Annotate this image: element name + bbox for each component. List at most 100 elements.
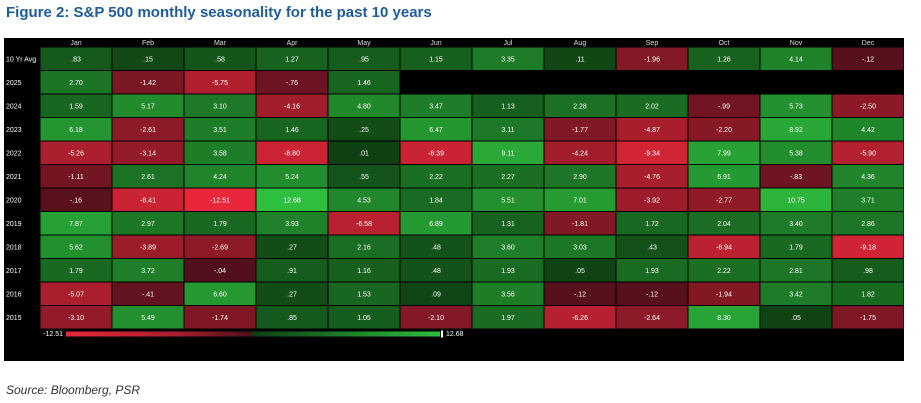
heatmap-cell <box>40 47 112 70</box>
heatmap-cell <box>40 212 112 235</box>
cell-value: -6.94 <box>716 244 732 251</box>
row-label: 2025 <box>6 80 22 87</box>
heatmap-cell <box>112 282 184 305</box>
cell-value: .55 <box>359 174 369 181</box>
cell-value: -1.77 <box>572 127 588 134</box>
heatmap-cell <box>400 47 472 70</box>
cell-value: 2.70 <box>69 80 83 87</box>
cell-value: 1.93 <box>501 268 515 275</box>
heatmap-cell <box>832 212 904 235</box>
column-header-nov: Nov <box>790 40 803 47</box>
figure-title: Figure 2: S&P 500 monthly seasonality fo… <box>6 4 432 21</box>
cell-value: -1.42 <box>140 80 156 87</box>
heatmap-cell <box>400 141 472 164</box>
cell-value: 2.04 <box>717 221 731 228</box>
heatmap-cell <box>256 188 328 211</box>
heatmap-cell <box>112 94 184 117</box>
source-note: Source: Bloomberg, PSR <box>6 383 141 397</box>
heatmap-cell <box>688 212 760 235</box>
heatmap-cell <box>400 94 472 117</box>
cell-value: -3.14 <box>140 150 156 157</box>
cell-value: -9.18 <box>860 244 876 251</box>
cell-value: 2.61 <box>141 174 155 181</box>
column-header-dec: Dec <box>862 40 875 47</box>
heatmap-cell <box>760 141 832 164</box>
cell-value: .01 <box>359 150 369 157</box>
cell-value: 6.18 <box>69 127 83 134</box>
heatmap-cell <box>328 235 400 258</box>
heatmap-cell <box>760 282 832 305</box>
cell-value: 3.72 <box>141 268 155 275</box>
cell-value: 5.49 <box>141 315 155 322</box>
heatmap-cell <box>616 94 688 117</box>
heatmap-cell <box>688 235 760 258</box>
cell-value: .25 <box>359 127 369 134</box>
heatmap-cell <box>112 212 184 235</box>
cell-value: -1.96 <box>644 56 660 63</box>
cell-value: -.83 <box>790 174 802 181</box>
cell-value: 3.35 <box>501 56 515 63</box>
heatmap-cell <box>112 306 184 329</box>
cell-value: 1.16 <box>357 268 371 275</box>
heatmap-cell <box>328 306 400 329</box>
cell-value: 3.40 <box>789 221 803 228</box>
column-header-sep: Sep <box>646 40 659 47</box>
cell-value: 6.47 <box>429 127 443 134</box>
heatmap-cell <box>112 259 184 282</box>
row-label: 10 Yr Avg <box>6 56 36 63</box>
heatmap-cell <box>544 94 616 117</box>
cell-value: .05 <box>575 268 585 275</box>
heatmap-cell <box>688 306 760 329</box>
heatmap-cell <box>256 235 328 258</box>
heatmap-cell <box>40 188 112 211</box>
cell-value: 1.93 <box>645 268 659 275</box>
cell-value: -2.77 <box>716 197 732 204</box>
cell-value: .83 <box>71 56 81 63</box>
cell-value: -8.39 <box>428 150 444 157</box>
column-header-oct: Oct <box>719 40 730 47</box>
cell-value: 1.84 <box>429 197 443 204</box>
heatmap-cell <box>760 259 832 282</box>
heatmap-cell <box>328 71 400 94</box>
heatmap-cell <box>400 259 472 282</box>
cell-value: 4.53 <box>357 197 371 204</box>
cell-value: .27 <box>287 244 297 251</box>
heatmap-cell <box>544 306 616 329</box>
cell-value: 2.22 <box>429 174 443 181</box>
cell-value: -.41 <box>142 291 154 298</box>
column-header-apr: Apr <box>287 40 299 47</box>
cell-value: 3.56 <box>501 291 515 298</box>
cell-value: 1.79 <box>213 221 227 228</box>
heatmap-cell <box>400 118 472 141</box>
heatmap-cell <box>256 165 328 188</box>
heatmap-cell <box>832 306 904 329</box>
heatmap-cell <box>616 165 688 188</box>
cell-value: -.12 <box>646 291 658 298</box>
cell-value: -4.76 <box>644 174 660 181</box>
cell-value: 1.26 <box>717 56 731 63</box>
heatmap-cell <box>688 282 760 305</box>
row-label: 2018 <box>6 244 22 251</box>
heatmap-cell <box>328 165 400 188</box>
cell-value: -.76 <box>286 80 298 87</box>
heatmap-cell <box>688 94 760 117</box>
heatmap-cell <box>472 141 544 164</box>
heatmap-cell <box>184 94 256 117</box>
cell-value: -2.20 <box>716 127 732 134</box>
column-header-aug: Aug <box>574 40 587 47</box>
heatmap-cell <box>760 212 832 235</box>
heatmap-cell <box>472 165 544 188</box>
heatmap-cell <box>184 306 256 329</box>
cell-value: 3.10 <box>213 103 227 110</box>
heatmap-cell <box>184 71 256 94</box>
row-label: 2023 <box>6 127 22 134</box>
heatmap-cell <box>760 188 832 211</box>
heatmap-cell <box>616 188 688 211</box>
cell-value: 1.05 <box>357 315 371 322</box>
cell-value: 5.24 <box>285 174 299 181</box>
cell-value: 4.42 <box>861 127 875 134</box>
cell-value: .85 <box>287 315 297 322</box>
cell-value: 3.58 <box>213 150 227 157</box>
row-label: 2019 <box>6 221 22 228</box>
cell-value: 12.68 <box>283 197 301 204</box>
